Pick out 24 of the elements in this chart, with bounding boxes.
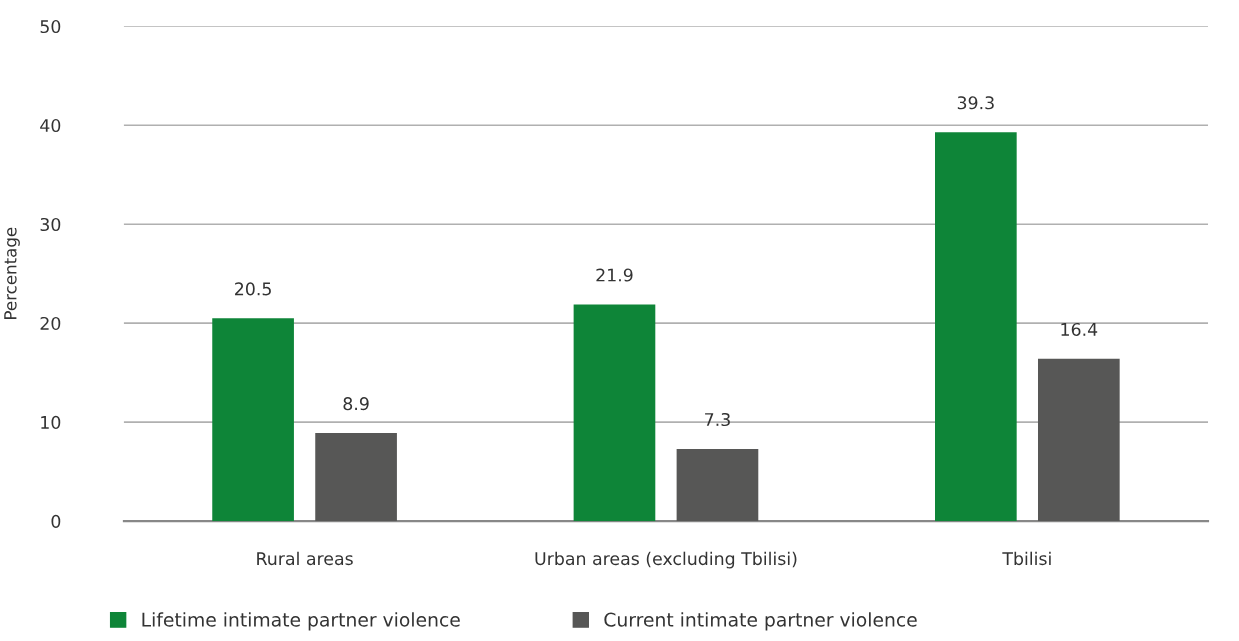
data-label: 16.4 [1061,322,1098,337]
legend-label: Current intimate partner violence [604,612,917,631]
legend-label: Lifetime intimate partner violence [142,612,460,631]
x-tick-label: Urban areas (excluding Tbilisi) [535,551,797,569]
x-tick-label: Tbilisi [1002,551,1051,566]
data-label: 7.3 [705,412,730,427]
bar [1038,358,1120,522]
bar [676,448,759,522]
bar [315,433,397,522]
data-label: 8.9 [343,397,369,411]
data-label: 21.9 [596,268,633,282]
data-label: 20.5 [235,282,271,296]
bar [935,132,1017,522]
y-tick-label: 40 [40,118,61,133]
bar [573,304,656,522]
x-tick-label: Rural areas [257,551,353,566]
y-axis-title: Percentage [4,227,20,319]
y-tick-label: 30 [40,217,61,232]
bar [212,318,294,522]
y-tick-label: 0 [51,514,61,528]
y-tick-label: 10 [41,415,61,430]
y-tick-label: 50 [40,19,61,34]
data-label: 39.3 [957,96,994,110]
y-tick-label: 20 [40,316,61,331]
